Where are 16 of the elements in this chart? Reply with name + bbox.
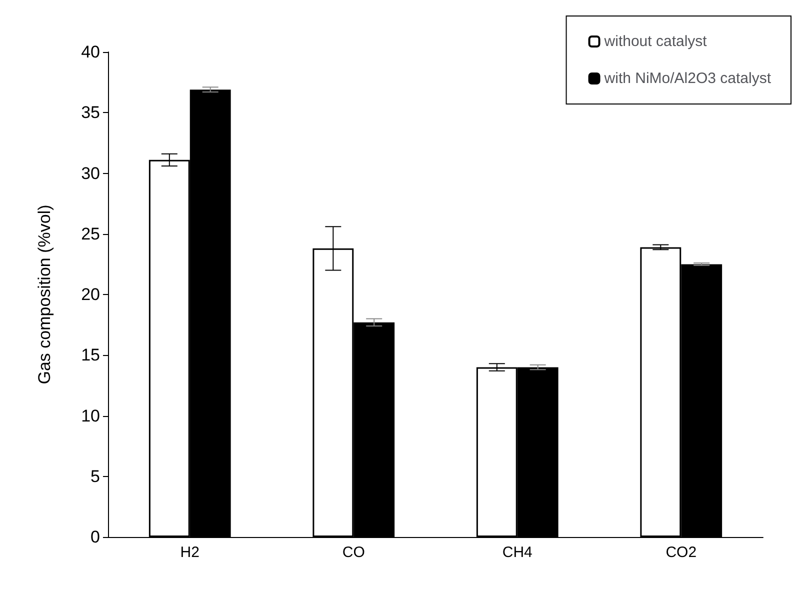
y-tick-label: 25 <box>81 224 100 244</box>
y-axis-title: Gas composition (%vol) <box>35 204 54 384</box>
y-tick-label: 20 <box>81 285 100 304</box>
legend-label: with NiMo/Al2O3 catalyst <box>603 70 772 87</box>
x-tick-label: H2 <box>180 544 200 561</box>
y-tick-label: 40 <box>81 42 100 62</box>
y-tick-label: 15 <box>81 346 100 365</box>
y-tick-label: 10 <box>81 406 100 426</box>
legend-label: without catalyst <box>603 33 708 50</box>
x-tick-label: CO <box>342 544 365 561</box>
y-tick-label: 35 <box>81 103 100 122</box>
y-tick-label: 5 <box>90 466 100 486</box>
x-tick-label: CH4 <box>502 544 532 561</box>
y-tick-label: 30 <box>81 164 100 183</box>
y-tick-label: 0 <box>90 528 100 546</box>
x-tick-label: CO2 <box>666 544 697 561</box>
